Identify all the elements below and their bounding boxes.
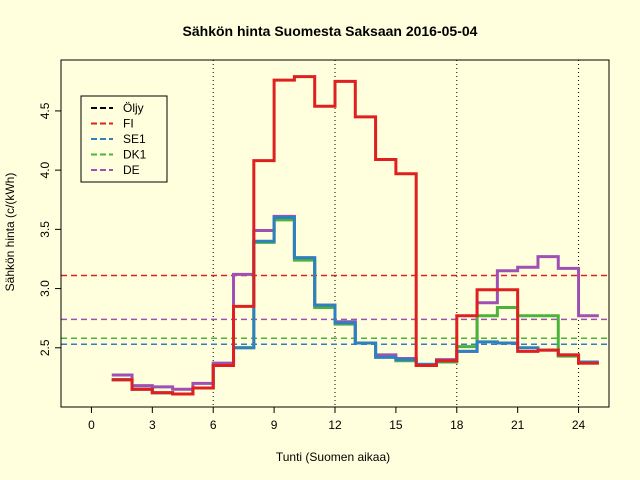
x-tick-label-6: 6: [210, 418, 217, 432]
x-tick-label-9: 9: [271, 418, 278, 432]
legend-label-0: Öljy: [123, 101, 144, 115]
legend-label-1: FI: [123, 117, 134, 131]
chart-title: Sähkön hinta Suomesta Saksaan 2016-05-04: [183, 23, 478, 39]
y-tick-label-3: 4.0: [38, 161, 52, 178]
series-line-se1: [111, 216, 599, 396]
y-tick-label-4: 4.5: [38, 102, 52, 119]
y-tick-label-0: 2.5: [38, 339, 52, 356]
x-tick-label-12: 12: [328, 418, 342, 432]
y-tick-label-2: 3.5: [38, 221, 52, 238]
x-tick-label-21: 21: [511, 418, 525, 432]
y-tick-label-1: 3.0: [38, 280, 52, 297]
x-axis-label: Tunti (Suomen aikaa): [276, 450, 390, 464]
legend-label-3: DK1: [123, 148, 147, 162]
series-line-dk1: [111, 218, 599, 396]
x-tick-label-15: 15: [389, 418, 403, 432]
x-tick-label-18: 18: [450, 418, 464, 432]
x-tick-label-24: 24: [572, 418, 586, 432]
y-axis-label: Sähkön hinta (c/(kWh): [3, 173, 17, 292]
series-lines: [111, 75, 599, 396]
x-tick-label-0: 0: [88, 418, 95, 432]
series-line-de: [111, 214, 599, 391]
legend-label-4: DE: [123, 163, 140, 177]
x-axis: 0 3 6 9 12 15 18 21 24: [88, 407, 586, 432]
x-tick-label-3: 3: [149, 418, 156, 432]
series-line-fi: [111, 75, 599, 396]
legend-label-2: SE1: [123, 132, 146, 146]
y-axis: 2.5 3.0 3.5 4.0 4.5: [38, 102, 61, 356]
